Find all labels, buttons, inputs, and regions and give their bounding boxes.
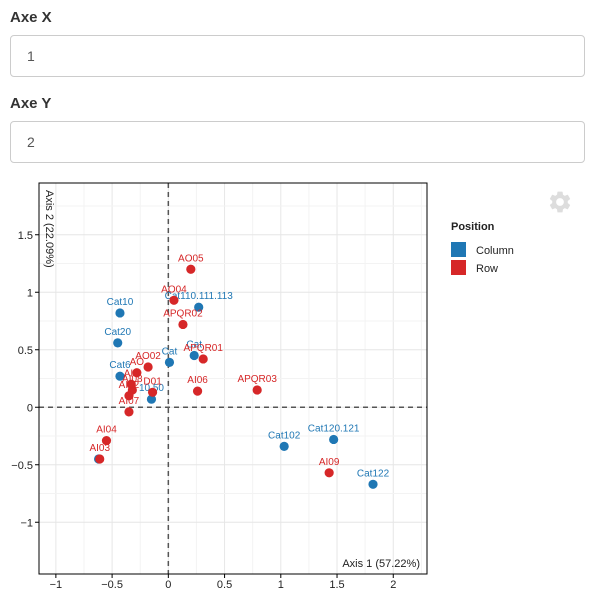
point-column bbox=[113, 338, 123, 348]
axis-x-input[interactable] bbox=[10, 35, 585, 77]
scatter-chart: −1 −0.5 0 0.5 1 1.5 2 −1 −0.5 0 0.5 1 1.5 Cat10 Cat20… bbox=[11, 182, 514, 591]
point-row bbox=[186, 264, 196, 274]
x-tick-label: 1.5 bbox=[329, 579, 344, 591]
plot-border bbox=[38, 182, 428, 575]
point-label: Cat bbox=[162, 346, 178, 357]
legend-swatch-row[interactable] bbox=[451, 260, 466, 275]
point-row bbox=[126, 379, 136, 389]
point-column bbox=[329, 434, 339, 445]
y-tick-label: 1 bbox=[27, 287, 33, 299]
point-column bbox=[368, 479, 378, 489]
point-row bbox=[198, 354, 208, 364]
point-row bbox=[192, 386, 203, 396]
x-axis-label: Axis 1 (57.22%) bbox=[342, 558, 420, 570]
point-label: APQR01 bbox=[183, 343, 223, 354]
y-tick-label: −1 bbox=[20, 517, 33, 529]
point-label: AI03 bbox=[89, 443, 110, 454]
point-label: D01 bbox=[143, 376, 162, 387]
point-label: AI04 bbox=[96, 425, 117, 436]
y-tick-label: 0 bbox=[27, 402, 33, 414]
legend-label-row[interactable]: Row bbox=[476, 263, 498, 275]
x-tick-label: 1 bbox=[278, 579, 284, 591]
y-tick-label: −0.5 bbox=[11, 460, 33, 472]
point-label: Cat bbox=[186, 340, 202, 351]
legend-swatch-column[interactable] bbox=[451, 242, 466, 257]
point-label: AO bbox=[130, 357, 145, 368]
point-label: APQR02 bbox=[163, 308, 203, 319]
x-tick-label: 0.5 bbox=[217, 579, 232, 591]
point-label: AI09 bbox=[319, 457, 340, 468]
point-column bbox=[189, 350, 199, 361]
point-row bbox=[124, 391, 134, 401]
legend-label-column[interactable]: Column bbox=[476, 245, 514, 257]
chart-grid bbox=[39, 183, 427, 574]
point-row bbox=[147, 387, 158, 397]
point-label: AO04 bbox=[161, 284, 187, 295]
x-tick-label: 2 bbox=[390, 579, 396, 591]
point-column bbox=[115, 371, 125, 381]
point-label: Cat102 bbox=[268, 430, 301, 441]
x-tick-label: 0 bbox=[165, 579, 171, 591]
y-axis-label: Axis 2 (22.09%) bbox=[43, 190, 55, 268]
axis-y-label: Axe Y bbox=[10, 95, 52, 112]
point-column bbox=[164, 357, 175, 367]
gear-icon[interactable] bbox=[547, 189, 573, 215]
x-tick-label: −0.5 bbox=[101, 579, 123, 591]
point-label: Cat20 bbox=[104, 327, 131, 338]
point-column bbox=[279, 441, 289, 451]
point-row bbox=[95, 454, 105, 464]
point-row bbox=[143, 362, 153, 372]
point-column bbox=[115, 308, 125, 318]
y-tick-label: 0.5 bbox=[18, 345, 33, 357]
legend-title: Position bbox=[451, 221, 495, 233]
x-tick-label: −1 bbox=[50, 579, 63, 591]
point-row bbox=[324, 468, 334, 478]
origin-lines bbox=[39, 183, 427, 574]
point-label: AI02 bbox=[119, 380, 140, 391]
y-tick-label: 1.5 bbox=[18, 230, 33, 242]
data-points: Cat10Cat20Cat110.111.113CatCatCat610.50C… bbox=[89, 253, 390, 489]
point-row bbox=[124, 407, 134, 417]
axis-x-label: Axe X bbox=[10, 9, 52, 26]
point-label: AI0 bbox=[124, 368, 139, 379]
axis-ticks: −1 −0.5 0 0.5 1 1.5 2 −1 −0.5 0 0.5 1 1.5 bbox=[11, 230, 396, 591]
point-label: Cat10 bbox=[107, 297, 134, 308]
point-row bbox=[169, 295, 179, 305]
axis-y-input[interactable] bbox=[10, 121, 585, 163]
point-column bbox=[146, 394, 157, 404]
point-label: APQR03 bbox=[237, 374, 277, 385]
point-label: AO05 bbox=[178, 253, 204, 264]
point-label: AO02 bbox=[135, 351, 161, 362]
point-row bbox=[132, 368, 142, 378]
point-label: Cat122 bbox=[357, 468, 390, 479]
point-label: Cat110.111.113 bbox=[165, 291, 234, 302]
point-label: Cat120.121 bbox=[308, 423, 360, 434]
point-label: AI06 bbox=[187, 375, 208, 386]
point-label: AI07 bbox=[119, 396, 140, 407]
point-row bbox=[252, 385, 262, 395]
point-column bbox=[194, 302, 204, 312]
point-row bbox=[178, 319, 188, 330]
point-label: AI08 bbox=[122, 374, 143, 385]
point-row bbox=[101, 436, 112, 446]
point-label: Cat6 bbox=[109, 360, 131, 371]
